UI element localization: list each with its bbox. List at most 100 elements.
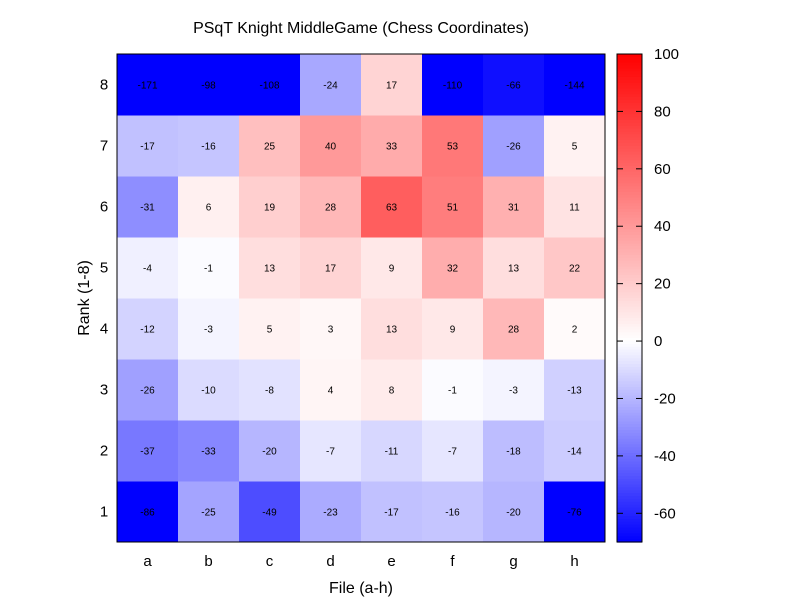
colorbar-segment — [617, 421, 642, 425]
colorbar-segment — [617, 59, 642, 64]
colorbar-segment — [617, 470, 642, 474]
heatmap-cell — [422, 298, 484, 360]
colorbar-segment — [617, 504, 642, 509]
colorbar-segment — [617, 137, 642, 141]
colorbar-segment — [617, 280, 642, 285]
colorbar-segment — [617, 257, 642, 262]
cell-value-label: 53 — [447, 142, 459, 153]
heatmap-cell — [361, 481, 423, 543]
colorbar-segment — [617, 197, 642, 201]
colorbar-segment — [617, 286, 642, 290]
heatmap-cell — [117, 176, 179, 238]
colorbar-segment — [617, 338, 642, 342]
cell-value-label: -7 — [448, 447, 457, 458]
colorbar-segment — [617, 108, 642, 113]
heatmap-cell — [361, 359, 423, 421]
cell-value-label: -8 — [265, 386, 274, 397]
colorbar-segment — [617, 203, 642, 207]
cell-value-label: -37 — [140, 447, 155, 458]
heatmap-cell — [178, 237, 240, 299]
colorbar-segment — [617, 163, 642, 167]
y-tick-label: 8 — [100, 77, 108, 94]
colorbar-segment — [617, 530, 642, 534]
colorbar-segment — [617, 343, 642, 348]
colorbar-segment — [617, 369, 642, 374]
x-tick-label: c — [266, 553, 274, 570]
cell-value-label: -16 — [445, 508, 460, 519]
heatmap-cell — [544, 54, 606, 116]
colorbar-segment — [617, 430, 642, 434]
heatmap-cell — [422, 115, 484, 177]
heatmap-cells — [117, 54, 606, 543]
cell-value-label: -108 — [259, 81, 279, 92]
cell-labels: -86 -25 -49 -23 -17 -16 -20 -76-37 -33 -20 -7 -11 -7… — [137, 81, 584, 519]
cell-value-label: 13 — [264, 264, 276, 275]
colorbar-segment — [617, 71, 642, 75]
colorbar-segment — [617, 493, 642, 497]
colorbar-segment — [617, 252, 642, 256]
cell-value-label: -14 — [567, 447, 582, 458]
colorbar: -60 -40 -20 0 20 40 60 80 100 — [616, 46, 679, 543]
heatmap-cell — [117, 54, 179, 116]
colorbar-segment — [617, 407, 642, 411]
colorbar-segment — [617, 211, 642, 216]
heatmap-cell — [300, 481, 362, 543]
cell-value-label: -76 — [567, 508, 582, 519]
colorbar-segment — [617, 484, 642, 489]
cell-value-label: -98 — [201, 81, 216, 92]
colorbar-segment — [617, 105, 642, 110]
heatmap-cell — [178, 115, 240, 177]
cell-value-label: -20 — [506, 508, 521, 519]
cell-value-label: -171 — [137, 81, 157, 92]
plot-frame — [116, 53, 606, 543]
x-tick-label: d — [326, 553, 334, 570]
heatmap-cell — [178, 54, 240, 116]
cell-value-label: -4 — [143, 264, 152, 275]
cell-value-label: -66 — [506, 81, 521, 92]
heatmap-cell — [178, 359, 240, 421]
colorbar-segment — [617, 346, 642, 351]
colorbar-tick-label: -60 — [654, 505, 676, 522]
colorbar-segment — [617, 165, 642, 170]
colorbar-segment — [617, 94, 642, 98]
colorbar-segment — [617, 424, 642, 428]
colorbar-segment — [617, 510, 642, 514]
cell-value-label: 32 — [447, 264, 459, 275]
heatmap-cell — [361, 237, 423, 299]
cell-value-label: -86 — [140, 508, 155, 519]
cell-value-label: 63 — [386, 203, 398, 214]
cell-value-label: -33 — [201, 447, 216, 458]
heatmap-cell — [117, 115, 179, 177]
heatmap-cell — [300, 420, 362, 482]
cell-value-label: -26 — [506, 142, 521, 153]
heatmap-cell — [239, 359, 301, 421]
colorbar-segment — [617, 395, 642, 400]
colorbar-segment — [617, 134, 642, 138]
colorbar-tick-label: 100 — [654, 46, 679, 63]
heatmap-cell — [117, 298, 179, 360]
x-tick-labels: a b c d e f g h — [143, 553, 578, 570]
colorbar-segment — [617, 97, 642, 101]
heatmap-cell — [117, 481, 179, 543]
colorbar-segment — [617, 386, 642, 391]
colorbar-segment — [617, 401, 642, 405]
heatmap-cell — [483, 115, 545, 177]
colorbar-segment — [617, 355, 642, 359]
cell-value-label: 8 — [389, 386, 395, 397]
colorbar-segment — [617, 246, 642, 250]
colorbar-segment — [617, 62, 642, 67]
heatmap-cell — [422, 237, 484, 299]
colorbar-segment — [617, 332, 642, 336]
chart-title: PSqT Knight MiddleGame (Chess Coordinate… — [193, 20, 529, 37]
cell-value-label: -12 — [140, 325, 155, 336]
colorbar-segment — [617, 249, 642, 253]
colorbar-segment — [617, 260, 642, 265]
colorbar-segment — [617, 125, 642, 130]
heatmap-cell — [239, 176, 301, 238]
heatmap-cell — [422, 176, 484, 238]
colorbar-segment — [617, 320, 642, 325]
colorbar-segment — [617, 435, 642, 440]
heatmap-cell — [300, 54, 362, 116]
cell-value-label: -20 — [262, 447, 277, 458]
